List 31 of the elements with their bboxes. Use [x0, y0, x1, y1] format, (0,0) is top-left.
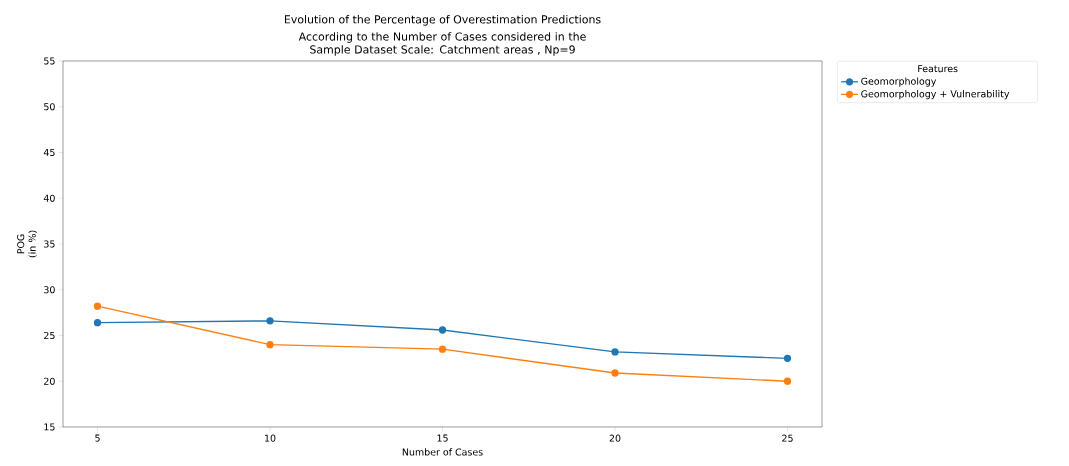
point: [93, 319, 102, 327]
y-tick-label: 40: [43, 194, 55, 202]
point: [438, 345, 447, 353]
legend-title: Features: [918, 65, 958, 73]
point: [266, 340, 274, 349]
point: [93, 302, 102, 310]
y-tick-label: 15: [44, 423, 55, 431]
point: [266, 317, 274, 325]
point: [611, 348, 619, 356]
chart-title: Evolution of the Percentage of Overestimation Predictions: [284, 15, 601, 26]
x-tick-label: 15: [437, 434, 448, 442]
legend-label: Geomorphology + Vulnerability: [861, 90, 1010, 100]
x-axis-title: Number of Cases: [402, 448, 483, 456]
y-tick-label: 25: [44, 331, 55, 340]
chart-subtitle: According to the Number of Cases considered in the Sample Dataset Scale: Catchment areas , Np=9: [298, 32, 586, 56]
y-tick-label: 45: [43, 148, 55, 157]
x-tick-label: 20: [609, 434, 621, 442]
point: [783, 354, 792, 362]
y-tick-label: 50: [44, 103, 55, 111]
y-tick-label: 35: [44, 240, 55, 248]
legend-label: Geomorphology: [861, 77, 937, 87]
x-tick-label: 5: [95, 434, 100, 442]
y-tick-label: 30: [44, 286, 55, 294]
point: [783, 377, 792, 385]
point: [438, 326, 447, 334]
y-tick-label: 20: [44, 377, 55, 385]
x-tick-label: 10: [265, 434, 276, 442]
point: [611, 369, 619, 377]
y-axis-title: POG (in %): [17, 230, 37, 258]
x-tick-label: 25: [782, 434, 793, 442]
y-tick-label: 55: [44, 57, 55, 65]
